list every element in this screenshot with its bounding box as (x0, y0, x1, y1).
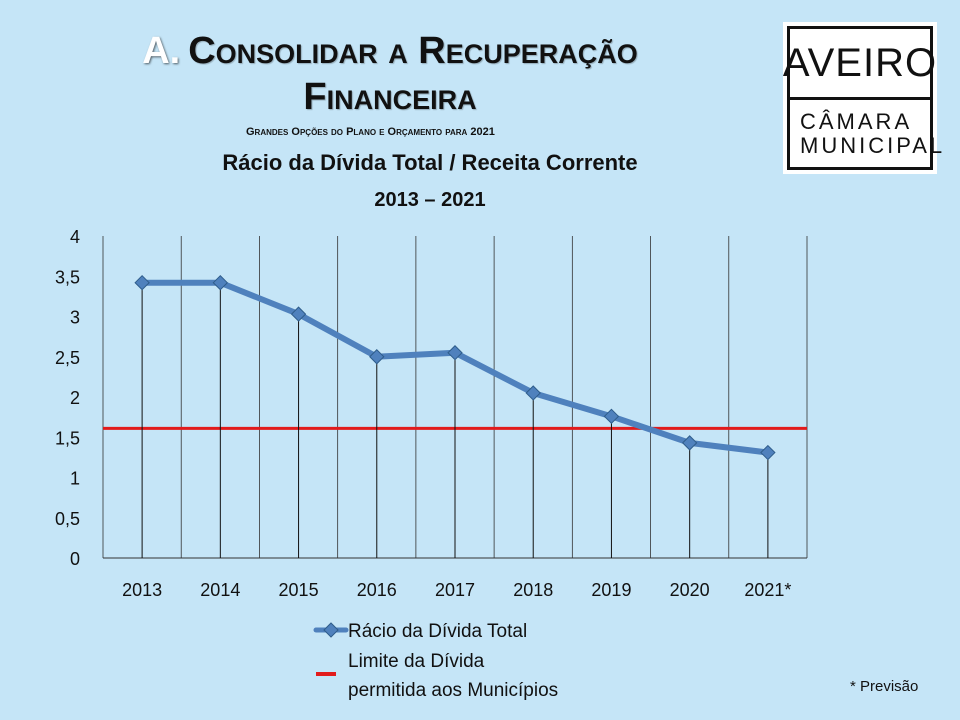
title-line1: Consolidar a Recuperação (188, 30, 638, 72)
y-tick-label: 2,5 (55, 348, 80, 368)
chart-subtitle: 2013 – 2021 (374, 189, 485, 211)
x-tick-label: 2021* (744, 580, 791, 600)
legend-series-marker (323, 622, 339, 638)
y-tick-label: 1 (70, 469, 80, 489)
title-line2: Financeira (303, 76, 477, 118)
aveiro-logo: AVEIRO CÂMARA MUNICIPAL (783, 22, 946, 174)
data-point-marker (681, 435, 698, 451)
x-tick-label: 2017 (435, 580, 475, 600)
y-tick-label: 4 (70, 227, 80, 247)
y-tick-label: 3 (70, 308, 80, 328)
data-point-marker (290, 306, 307, 322)
data-point-marker (525, 385, 541, 401)
legend-label-limit-1: Limite da Dívida (348, 651, 485, 672)
x-tick-label: 2018 (513, 580, 553, 600)
y-tick-label: 0,5 (55, 509, 80, 529)
title-prefix: A. (142, 30, 181, 72)
plan-subtitle: Grandes Opções do Plano e Orçamento para… (246, 126, 495, 138)
data-point-marker (212, 274, 229, 291)
data-point-marker (447, 345, 463, 361)
data-point-marker (369, 349, 385, 365)
y-tick-label: 2 (70, 388, 80, 408)
y-tick-label: 1,5 (55, 428, 80, 448)
logo-city: AVEIRO (783, 29, 936, 100)
logo-line2: MUNICIPAL (800, 132, 946, 158)
y-tick-label: 0 (70, 549, 80, 569)
data-point-marker (603, 408, 620, 425)
x-tick-label: 2016 (357, 580, 397, 600)
slide-title: A. Consolidar a Recuperação Financeira (0, 28, 780, 120)
y-tick-label: 3,5 (55, 267, 80, 287)
x-tick-label: 2014 (200, 580, 240, 600)
logo-line1: CÂMARA (800, 108, 913, 134)
x-tick-label: 2013 (122, 580, 162, 600)
chart-title: Rácio da Dívida Total / Receita Corrente (222, 150, 637, 175)
legend-label-limit-2: permitida aos Municípios (348, 680, 558, 701)
data-point-marker (134, 274, 150, 291)
x-tick-label: 2015 (279, 580, 319, 600)
legend-label-series: Rácio da Dívida Total (348, 621, 527, 642)
x-tick-label: 2020 (670, 580, 710, 600)
forecast-footnote: * Previsão (850, 678, 919, 695)
x-tick-label: 2019 (591, 580, 631, 600)
data-point-marker (760, 444, 776, 461)
